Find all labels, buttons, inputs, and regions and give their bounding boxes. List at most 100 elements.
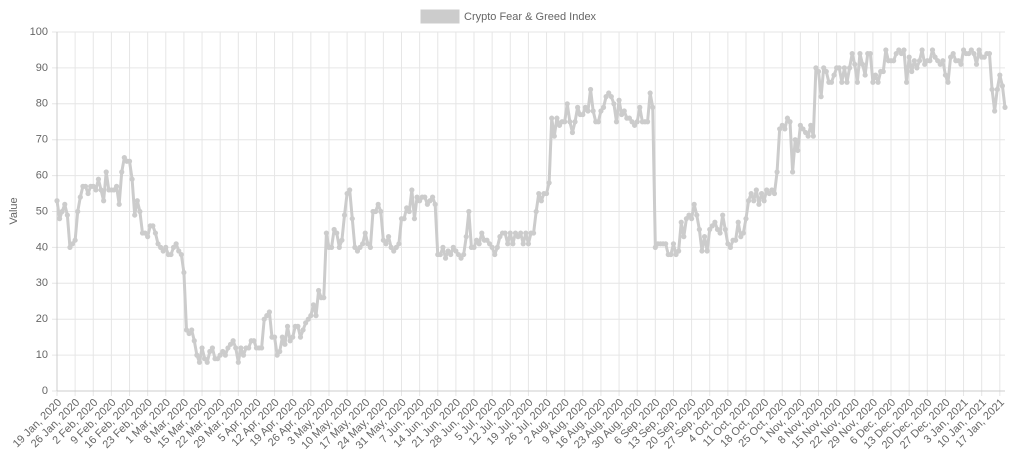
point — [647, 90, 653, 96]
point — [515, 234, 521, 240]
point — [849, 50, 855, 57]
point — [388, 244, 394, 250]
point — [575, 104, 581, 110]
point — [844, 79, 850, 85]
point — [906, 54, 912, 60]
point — [600, 104, 607, 110]
point — [178, 251, 184, 258]
point — [994, 86, 1000, 93]
point — [748, 190, 754, 197]
point — [795, 147, 801, 154]
point — [650, 104, 656, 110]
point — [251, 338, 257, 344]
point — [688, 216, 695, 222]
point — [271, 334, 278, 340]
point — [62, 201, 68, 207]
point — [116, 201, 122, 207]
point — [891, 58, 897, 64]
point — [466, 208, 472, 215]
point — [204, 359, 210, 365]
point — [582, 104, 588, 110]
point — [606, 90, 612, 96]
point — [608, 94, 614, 100]
point — [450, 244, 456, 250]
point — [872, 72, 879, 78]
point — [603, 94, 609, 100]
point — [59, 208, 65, 215]
point — [401, 216, 407, 222]
point — [543, 190, 550, 197]
y-tick-label: 20 — [36, 313, 48, 325]
point — [158, 244, 164, 250]
point — [440, 244, 446, 250]
point — [948, 54, 954, 60]
point — [929, 47, 936, 53]
point — [694, 212, 700, 218]
point — [611, 101, 617, 107]
point — [774, 169, 780, 175]
y-axis-title: Value — [8, 197, 20, 224]
point — [572, 119, 578, 125]
point — [699, 248, 705, 254]
point — [341, 212, 348, 218]
point — [152, 230, 159, 236]
point — [914, 65, 920, 71]
point — [93, 187, 99, 193]
point — [883, 47, 889, 53]
y-tick-label: 10 — [36, 349, 48, 361]
point — [771, 190, 778, 197]
point — [103, 169, 109, 175]
point — [137, 208, 143, 215]
point — [391, 248, 397, 254]
point — [429, 194, 436, 200]
point — [973, 61, 980, 67]
point — [406, 208, 412, 215]
point — [191, 338, 197, 344]
point — [966, 50, 972, 57]
point — [823, 68, 829, 75]
point — [505, 241, 511, 247]
point — [733, 237, 739, 243]
point — [585, 108, 591, 114]
point — [442, 255, 449, 261]
point — [992, 108, 998, 114]
point — [238, 345, 244, 351]
point — [792, 137, 798, 143]
point — [903, 79, 910, 85]
point — [489, 244, 495, 250]
point — [637, 104, 643, 110]
point — [196, 359, 203, 365]
point — [523, 230, 529, 236]
point — [616, 97, 622, 103]
point — [551, 133, 557, 139]
y-tick-label: 70 — [36, 134, 48, 146]
point — [225, 345, 231, 351]
point — [67, 244, 73, 250]
point — [802, 129, 809, 136]
point — [266, 309, 272, 315]
point — [214, 356, 221, 362]
point — [494, 244, 500, 250]
point — [981, 54, 987, 60]
point — [95, 176, 102, 182]
point — [375, 201, 381, 207]
y-tick-label: 60 — [36, 170, 48, 182]
y-tick-label: 30 — [36, 277, 48, 289]
point — [510, 241, 516, 247]
point — [893, 50, 899, 57]
point — [486, 241, 493, 247]
point — [357, 244, 363, 250]
point — [279, 334, 285, 340]
point — [922, 61, 928, 67]
point — [354, 248, 361, 254]
point — [753, 187, 759, 193]
point — [567, 119, 573, 125]
point — [417, 198, 423, 204]
point — [339, 237, 345, 243]
point — [155, 241, 161, 247]
point — [562, 119, 568, 125]
y-tick-label: 40 — [36, 241, 48, 253]
point — [186, 330, 192, 337]
point — [222, 352, 228, 358]
